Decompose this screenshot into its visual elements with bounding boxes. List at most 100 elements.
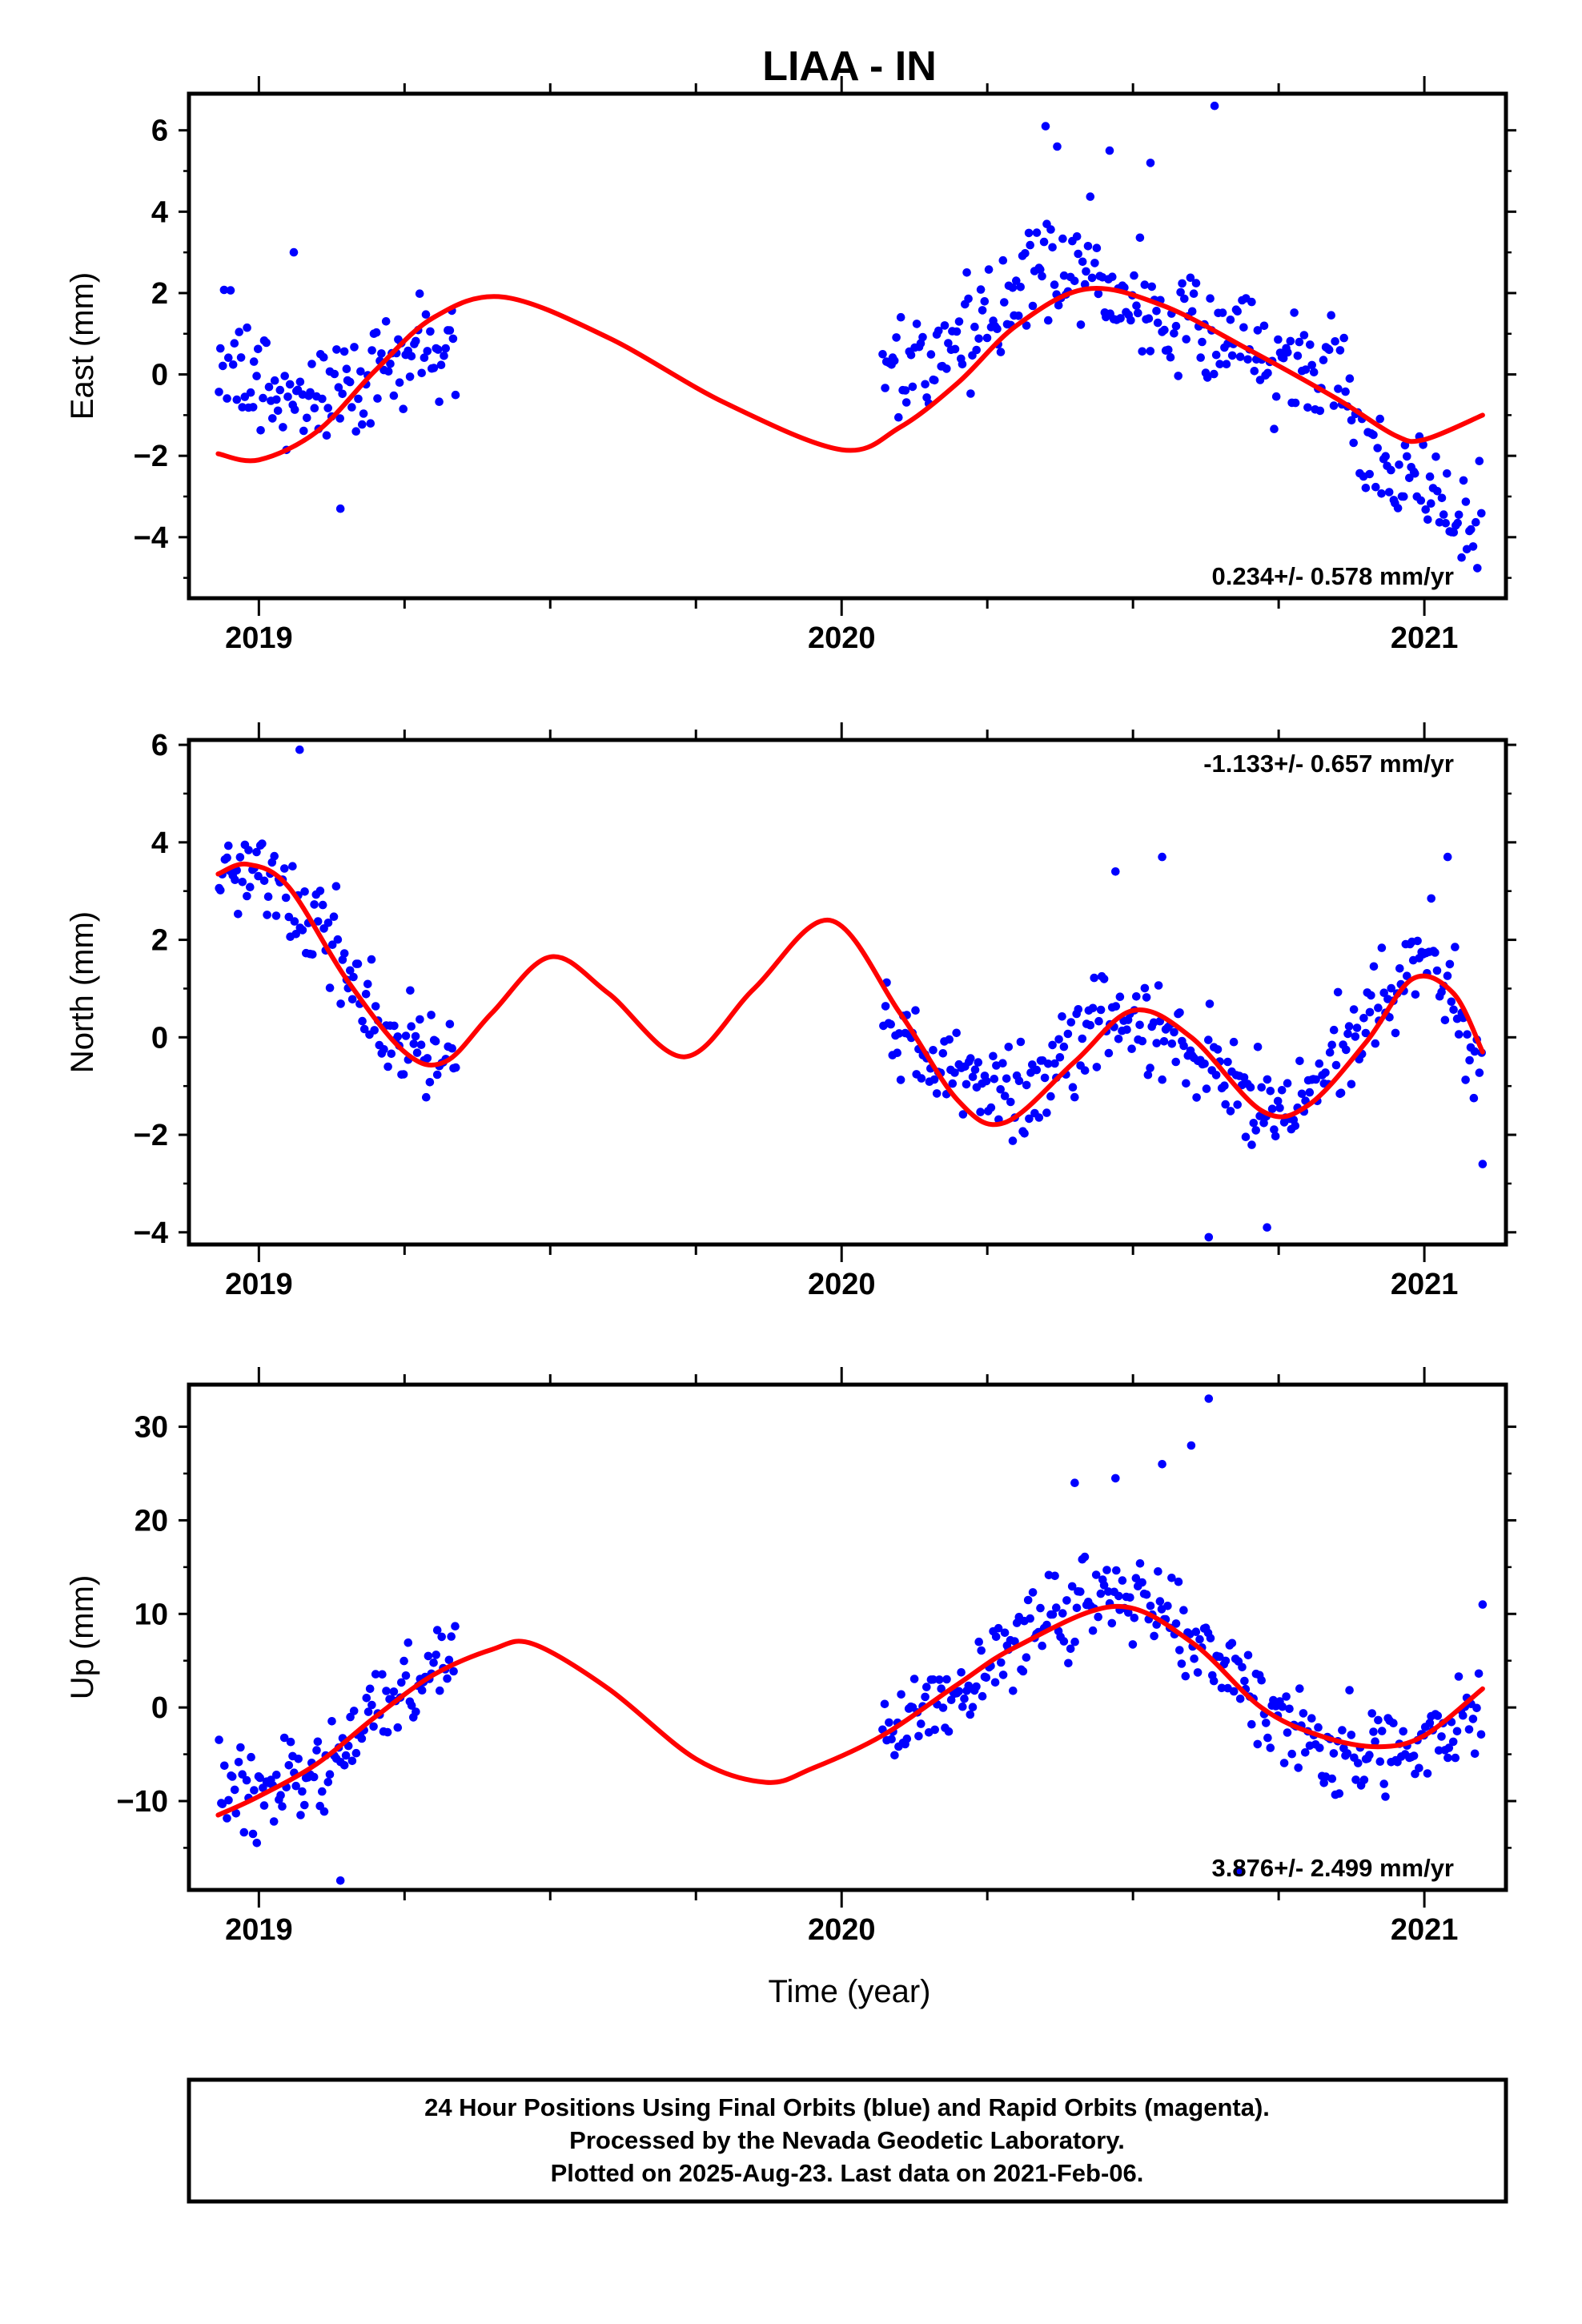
- observation-point: [896, 312, 905, 322]
- observation-point: [1434, 1746, 1443, 1755]
- observation-point: [1403, 971, 1411, 980]
- observation-point: [1008, 1136, 1018, 1145]
- observation-point: [276, 1791, 285, 1799]
- observation-point: [1425, 472, 1435, 481]
- observation-point: [1359, 1775, 1369, 1784]
- observation-point: [1222, 360, 1231, 369]
- observation-point: [938, 1703, 948, 1712]
- observation-point: [395, 378, 404, 388]
- observation-point: [1053, 142, 1062, 151]
- observation-point: [1066, 1644, 1075, 1654]
- observation-point: [1379, 1779, 1388, 1788]
- observation-point: [300, 887, 309, 896]
- observation-point: [451, 1622, 460, 1630]
- observation-point: [976, 285, 986, 294]
- observation-point: [264, 382, 274, 392]
- observation-point: [323, 919, 333, 927]
- observation-point: [1171, 1619, 1181, 1628]
- observation-point: [1373, 444, 1382, 452]
- observation-point: [1226, 316, 1235, 324]
- observation-point: [1016, 1037, 1026, 1047]
- y-axis-label: East (mm): [65, 272, 100, 420]
- observation-point: [1459, 476, 1468, 485]
- observation-point: [345, 377, 355, 387]
- observation-point: [1441, 519, 1450, 528]
- observation-point: [1465, 1055, 1474, 1065]
- observation-point: [381, 317, 391, 326]
- observation-point: [1331, 1060, 1341, 1070]
- observation-point: [273, 406, 283, 416]
- observation-point: [300, 1800, 309, 1810]
- observation-point: [906, 351, 916, 360]
- observation-point: [932, 1089, 942, 1098]
- observation-point: [1361, 484, 1371, 493]
- observation-point: [449, 1667, 458, 1676]
- observation-point: [291, 1781, 301, 1791]
- observation-point: [298, 1787, 307, 1796]
- observation-point: [1154, 1567, 1162, 1576]
- observation-point: [1381, 1792, 1390, 1801]
- observation-point: [1448, 1737, 1458, 1747]
- observation-point: [1459, 1711, 1468, 1720]
- observation-point: [1233, 307, 1242, 316]
- observation-point: [1076, 320, 1086, 329]
- observation-point: [1132, 301, 1141, 311]
- observation-point: [1266, 1743, 1275, 1752]
- observation-point: [445, 326, 455, 335]
- observation-point: [318, 900, 327, 910]
- observation-point: [921, 1692, 930, 1702]
- observation-point: [268, 414, 277, 423]
- observation-point: [357, 1734, 367, 1743]
- rate-annotation: -1.133+/- 0.657 mm/yr: [1203, 750, 1454, 778]
- observation-point: [1391, 1028, 1400, 1038]
- observation-point: [966, 389, 975, 398]
- observation-point: [367, 1700, 376, 1710]
- observation-point: [1477, 509, 1486, 518]
- observation-point: [1115, 992, 1125, 1001]
- footer-line-1: 24 Hour Positions Using Final Orbits (bl…: [424, 2093, 1270, 2121]
- observation-point: [918, 332, 927, 342]
- observation-point: [1287, 1749, 1296, 1759]
- observation-point: [294, 1755, 303, 1763]
- observation-point: [406, 986, 415, 995]
- observation-point: [1140, 983, 1150, 993]
- observation-point: [1128, 1640, 1138, 1649]
- observation-point: [1271, 1132, 1280, 1141]
- observation-point: [275, 385, 285, 395]
- observation-point: [930, 376, 939, 385]
- observation-point: [1023, 1595, 1033, 1605]
- observation-point: [993, 324, 1002, 334]
- observation-point: [1468, 1715, 1478, 1723]
- observation-point: [243, 891, 251, 901]
- observation-point: [1463, 1030, 1472, 1039]
- observation-point: [878, 350, 887, 359]
- observation-point: [1425, 1719, 1435, 1727]
- observation-point: [1066, 1018, 1076, 1027]
- observation-point: [1478, 1600, 1488, 1609]
- y-tick-label: 6: [151, 115, 168, 148]
- observation-point: [1329, 401, 1339, 410]
- observation-point: [1399, 492, 1408, 501]
- x-tick-label: 2019: [225, 1913, 293, 1947]
- observation-point: [1200, 1059, 1209, 1068]
- observation-point: [1371, 482, 1380, 492]
- observation-point: [231, 1809, 241, 1818]
- observation-point: [244, 846, 253, 854]
- observation-point: [1293, 352, 1303, 360]
- observation-point: [1048, 1040, 1057, 1050]
- observation-point: [1365, 469, 1374, 479]
- observation-point: [1470, 1749, 1480, 1759]
- observation-point: [230, 339, 239, 348]
- observation-point: [1395, 460, 1403, 469]
- observation-point: [968, 1072, 978, 1081]
- observation-point: [1146, 159, 1155, 167]
- x-tick-label: 2021: [1391, 1913, 1459, 1947]
- observation-point: [1130, 271, 1138, 280]
- observation-point: [1411, 990, 1420, 999]
- observation-point: [1367, 1709, 1376, 1718]
- observation-point: [1449, 528, 1459, 537]
- observation-point: [964, 1681, 974, 1691]
- observation-point: [322, 431, 331, 440]
- observation-point: [1147, 282, 1156, 292]
- observation-point: [996, 1085, 1005, 1094]
